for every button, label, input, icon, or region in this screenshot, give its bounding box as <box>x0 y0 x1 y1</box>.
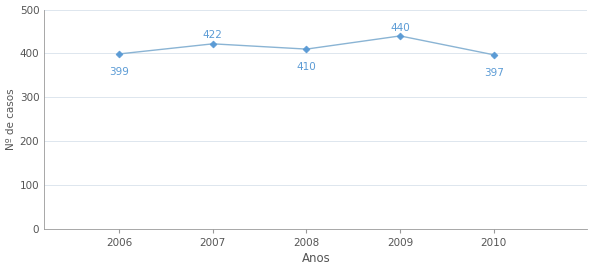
X-axis label: Anos: Anos <box>301 253 330 265</box>
Text: 399: 399 <box>109 67 129 77</box>
Y-axis label: Nº de casos: Nº de casos <box>5 89 15 150</box>
Text: 440: 440 <box>390 22 410 33</box>
Text: 422: 422 <box>203 31 223 40</box>
Text: 397: 397 <box>484 68 503 78</box>
Text: 410: 410 <box>296 62 316 72</box>
